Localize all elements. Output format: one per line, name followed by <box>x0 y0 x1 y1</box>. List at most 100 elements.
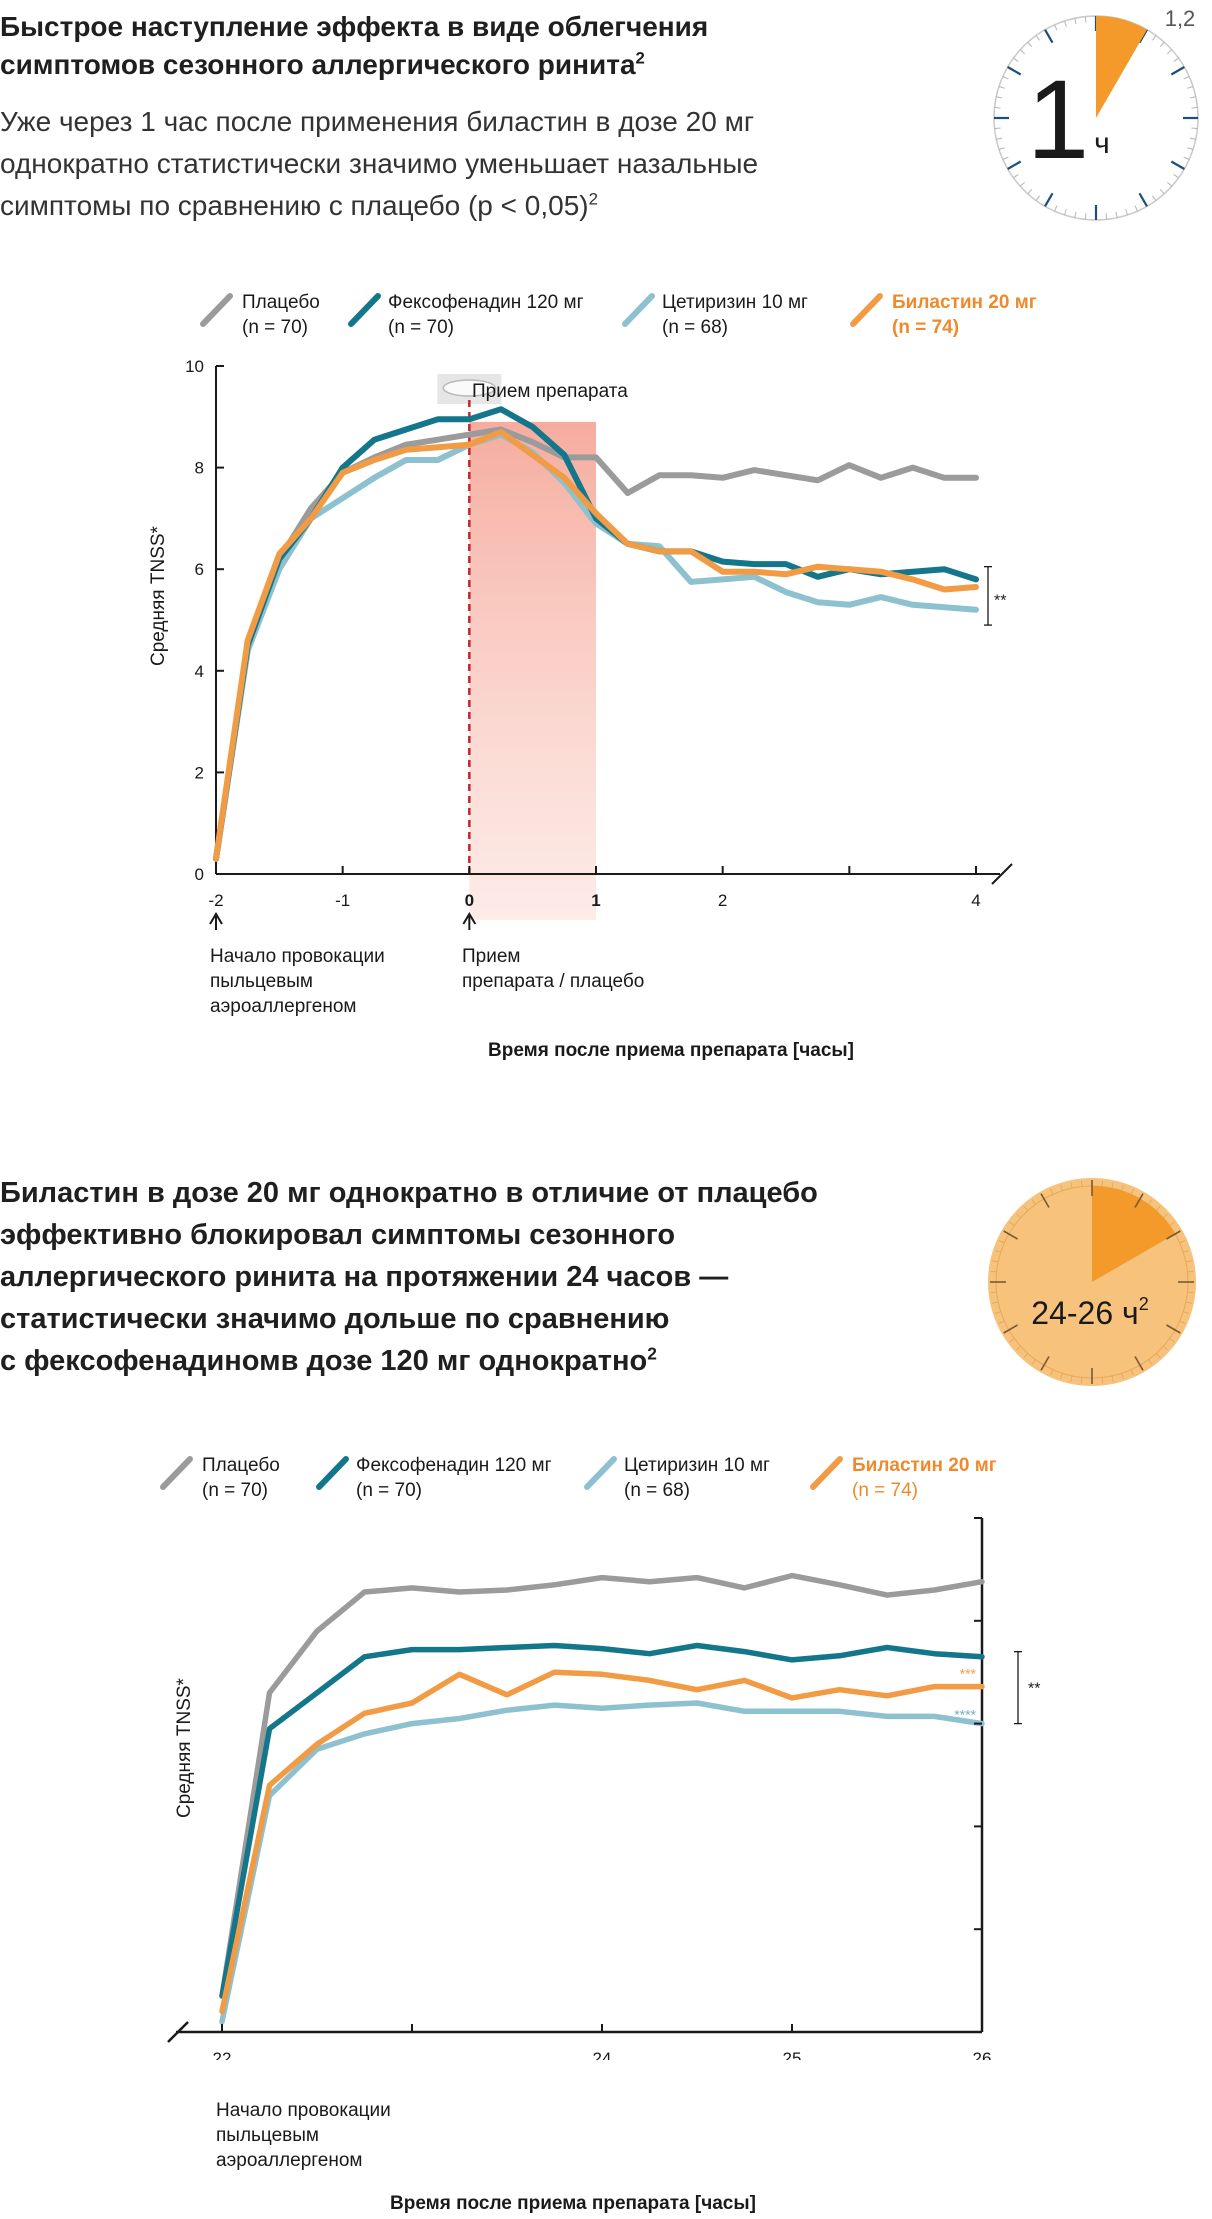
clock2-tick <box>1163 1345 1169 1351</box>
chart1-intake-line1: Прием <box>462 946 521 967</box>
legend2-fexo-n: (n = 70) <box>356 1480 423 1501</box>
clock1-tick <box>1002 76 1009 80</box>
legend2-bila: Биластин 20 мг (n = 74) <box>852 1453 997 1503</box>
clock2-tick <box>1015 1345 1021 1351</box>
chart2-significance: ** <box>1028 1681 1040 1698</box>
legend2-bila-swatch <box>810 1456 843 1490</box>
chart2-series-line <box>219 1642 985 1999</box>
chart2-xlabel: Время после приема препарата [часы] <box>390 2193 756 2214</box>
clock1-tick <box>1173 57 1179 62</box>
clock1-tick <box>1152 195 1157 201</box>
clock1-tick <box>1007 66 1022 76</box>
clock2-tick <box>1187 1291 1194 1294</box>
chart1-x-tick-label: 4 <box>971 891 980 910</box>
legend2-placebo-swatch <box>160 1456 193 1490</box>
chart1-start-annotation: Начало провокации пыльцевым аэроаллерген… <box>210 944 385 1019</box>
clock1-tick <box>994 127 1001 130</box>
clock1-big-number: 1 <box>1027 57 1089 182</box>
clock2-tick <box>1179 1320 1186 1324</box>
clock2-tick <box>1070 1182 1073 1189</box>
chart2-series-line <box>219 1669 985 2015</box>
legend-placebo-name: Плацебо <box>242 292 320 313</box>
clock1-tick <box>1054 24 1058 31</box>
chart1-arrow-head <box>462 912 477 925</box>
clock2-tick <box>1187 1270 1194 1273</box>
chart2-x-tick-label: 26 <box>973 2049 992 2060</box>
clock1-tick <box>1044 29 1054 44</box>
clock2-tick <box>1163 1213 1169 1219</box>
clock2-tick <box>1169 1221 1175 1226</box>
clock1-tick <box>1115 211 1118 218</box>
chart1-intake-annotation: Прием препарата / плацебо <box>462 944 644 994</box>
clock2-tick <box>1183 1311 1190 1314</box>
clock1-tick <box>1125 209 1128 216</box>
chart1-start-line1: Начало провокации <box>210 946 385 967</box>
clock2-tick <box>1060 1184 1063 1191</box>
chart-2: 22 24 25 26 ********* <box>167 1517 1040 2060</box>
clock1-tick <box>1105 213 1108 220</box>
chart1-y-tick-label: 0 <box>195 865 204 884</box>
clock1-tick <box>1013 174 1019 179</box>
clock1-tick <box>1138 192 1148 207</box>
clock2-tick <box>1080 1180 1083 1187</box>
clock2-tick <box>990 1291 997 1294</box>
svg-text:24-26 ч2: 24-26 ч2 <box>1031 1294 1148 1331</box>
clock2-tick <box>1134 1193 1144 1208</box>
chart2-start-line3: аэроаллергеном <box>216 2150 363 2171</box>
clock2-tick <box>1050 1188 1054 1195</box>
chart1-y-tick-label: 10 <box>185 357 204 376</box>
clock2-tick <box>1060 1373 1063 1380</box>
section2-title-line1: Биластин в дозе 20 мг однократно в отлич… <box>0 1177 818 1209</box>
legend2-bila-n: (n = 74) <box>852 1480 919 1501</box>
clock2-tick <box>1080 1377 1083 1384</box>
clock1-tick <box>1159 41 1165 47</box>
section1-title-sup: 2 <box>635 48 645 68</box>
section1-title-line2: симптомов сезонного аллергического ринит… <box>0 49 636 80</box>
legend2-ceti: Цетиризин 10 мг (n = 68) <box>624 1453 770 1503</box>
clock2-tick <box>1040 1356 1050 1371</box>
clock1-tick <box>1183 76 1190 80</box>
legend-fexo: Фексофенадин 120 мг (n = 70) <box>388 290 584 340</box>
legend2-bila-name: Биластин 20 мг <box>852 1455 997 1476</box>
clock2-tick <box>1130 1188 1134 1195</box>
clock1-tick <box>1019 181 1025 187</box>
clock2-tick <box>1023 1205 1029 1211</box>
clock2-tick <box>1031 1359 1036 1365</box>
clock1-tick <box>1189 137 1196 140</box>
clock2-tick <box>1183 1250 1190 1253</box>
section2-title-line3: аллергического ринита на протяжении 24 ч… <box>0 1261 729 1293</box>
clock1-tick <box>1013 57 1019 62</box>
clock2-tick <box>990 1270 997 1273</box>
chart1-y-tick-label: 6 <box>195 560 204 579</box>
legend-fexo-swatch <box>348 293 381 327</box>
chart2-start-line1: Начало провокации <box>216 2100 391 2121</box>
clock1-tick <box>1044 192 1054 207</box>
section1-title-line1: Быстрое наступление эффекта в виде облег… <box>0 11 709 42</box>
clock1-tick <box>1084 213 1087 220</box>
clock1-tick <box>1074 211 1077 218</box>
chart1-xlabel: Время после приема препарата [часы] <box>488 1040 854 1061</box>
chart1-series-line <box>213 431 979 862</box>
chart1-y-tick-label: 4 <box>195 662 204 681</box>
section1-text: Уже через 1 час после применения биласти… <box>0 101 758 227</box>
section1-text-line3: симптомы по сравнению с плацебо (р < 0,0… <box>0 190 589 221</box>
legend2-placebo: Плацебо (n = 70) <box>202 1453 280 1503</box>
legend-ceti-name: Цетиризин 10 мг <box>662 292 808 313</box>
chart2-start-line2: пыльцевым <box>216 2125 319 2146</box>
chart1-x-tick-label: -1 <box>335 891 350 910</box>
clock2-tick <box>992 1260 999 1263</box>
legend2-fexo: Фексофенадин 120 мг (n = 70) <box>356 1453 552 1503</box>
chart2-x-tick-label: 22 <box>213 2049 232 2060</box>
clock2-tick <box>1031 1199 1036 1205</box>
chart1-series-line <box>213 429 979 862</box>
clock2-tick <box>1166 1230 1181 1240</box>
legend-placebo-swatch <box>200 293 233 327</box>
clock1-tick <box>1064 20 1067 27</box>
clock2-tick <box>1101 1180 1104 1187</box>
clock2-tick <box>998 1240 1005 1244</box>
clock2-tick <box>1121 1373 1124 1380</box>
clock2-tick <box>1166 1324 1181 1334</box>
clock1-tick <box>1035 35 1040 41</box>
clock1-tick <box>1027 189 1033 195</box>
clock1-tick <box>1152 35 1157 41</box>
